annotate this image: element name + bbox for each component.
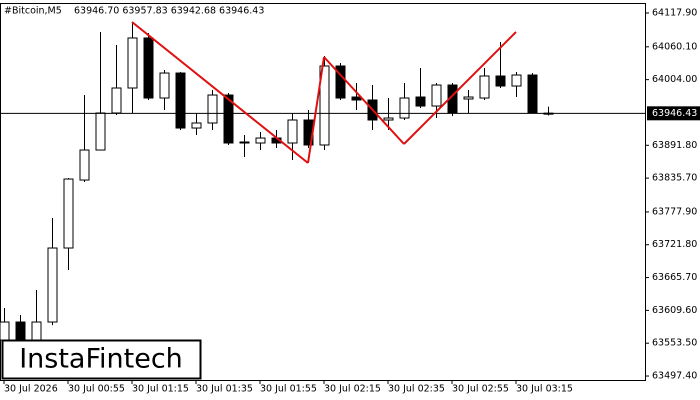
candle-body	[319, 65, 330, 146]
candle-body	[479, 75, 490, 99]
candle-body	[511, 74, 522, 87]
candle-body	[399, 97, 410, 119]
y-tick-label: 64060.10	[652, 41, 697, 52]
candle-body	[383, 117, 394, 121]
ohlc-header: 63946.70 63957.83 63942.68 63946.43	[74, 6, 264, 17]
y-tick-label: 63609.60	[652, 305, 697, 316]
candle-body	[111, 87, 122, 114]
x-tick-label: 30 Jul 02:35	[388, 384, 445, 395]
candle-body	[239, 141, 250, 144]
y-tick-label: 63497.40	[652, 371, 697, 382]
y-tick-label: 63835.70	[652, 173, 697, 184]
x-tick-label: 30 Jul 03:15	[516, 384, 573, 395]
y-tick-label: 64117.90	[652, 8, 697, 19]
y-tick-label: 64004.00	[652, 74, 697, 85]
x-tick-label: 30 Jul 02:15	[324, 384, 381, 395]
candle-body	[0, 321, 10, 341]
price-label-box	[647, 106, 700, 121]
x-tick-label: 30 Jul 01:15	[132, 384, 189, 395]
candle-body	[207, 94, 218, 124]
candle-body	[95, 112, 106, 151]
plot	[0, 21, 645, 346]
x-tick-label: 30 Jul 01:35	[196, 384, 253, 395]
candle-body	[63, 178, 74, 249]
candle-body	[463, 96, 474, 100]
candle-body	[191, 122, 202, 129]
y-tick-label: 63777.90	[652, 206, 697, 217]
candle-body	[31, 321, 42, 341]
candle-body	[415, 96, 426, 107]
y-tick-label: 63891.80	[652, 140, 697, 151]
y-tick-label: 63665.70	[652, 272, 697, 283]
candle-body	[431, 84, 442, 107]
pattern-line	[403, 31, 517, 145]
candle-body	[255, 137, 266, 144]
x-tick-label: 30 Jul 01:55	[260, 384, 317, 395]
candle-body	[143, 37, 154, 99]
pattern-line	[131, 21, 309, 164]
candle-body	[335, 65, 346, 99]
y-tick-label: 63721.80	[652, 239, 697, 250]
logo: InstaFintech	[19, 344, 183, 375]
candle-body	[127, 37, 138, 89]
candle-body	[527, 74, 538, 114]
candle-body	[223, 94, 234, 144]
pattern-line	[323, 56, 405, 145]
candle-body	[159, 72, 170, 99]
candle-body	[351, 96, 362, 101]
logo-box	[1, 339, 202, 380]
price-label: 63946.43	[652, 108, 697, 119]
x-tick-label: 30 Jul 00:55	[68, 384, 125, 395]
candle-body	[287, 119, 298, 144]
x-tick-label: 30 Jul 02:55	[452, 384, 509, 395]
pattern-line	[307, 56, 325, 164]
candle-body	[495, 75, 506, 87]
candle-body	[47, 247, 58, 323]
y-tick-label: 63553.50	[652, 338, 697, 349]
candle-body	[79, 149, 90, 181]
candle-body	[15, 321, 26, 341]
chart-title: #Bitcoin,M5	[4, 6, 62, 17]
x-tick-label: 30 Jul 2026	[4, 384, 58, 395]
candle-body	[175, 72, 186, 129]
